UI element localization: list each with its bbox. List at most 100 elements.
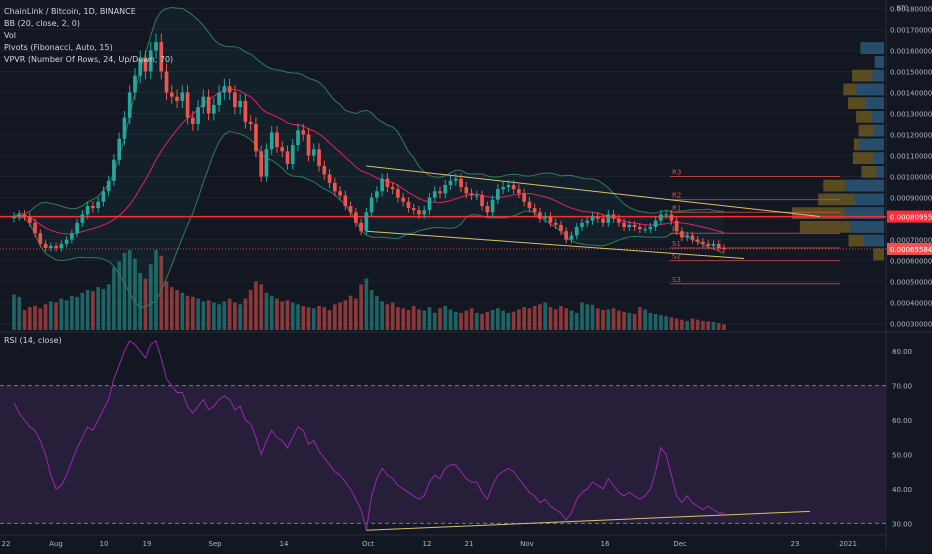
volume-bar <box>64 300 69 330</box>
candle-body <box>112 159 116 181</box>
candle-body <box>180 92 185 101</box>
volume-bar <box>327 310 332 330</box>
price-tick-label: 0.00110000 <box>890 153 932 161</box>
volume-bar <box>611 308 616 330</box>
candle-body <box>417 210 421 215</box>
price-tag-box <box>887 242 932 255</box>
volume-bar <box>106 284 111 330</box>
price-tick-label: 0.00160000 <box>890 47 932 55</box>
candle-body <box>432 191 437 198</box>
candle-body <box>301 130 306 135</box>
volume-bar <box>585 304 590 330</box>
candle-body <box>348 205 353 213</box>
candle-body <box>196 107 200 125</box>
volume-bar <box>396 307 400 330</box>
volume-bar <box>354 298 358 330</box>
time-tick-label: Nov <box>520 540 534 548</box>
volume-bar <box>306 307 311 330</box>
vpvr-row-up <box>860 42 884 54</box>
volume-bar <box>690 318 695 330</box>
candle-body <box>64 239 69 244</box>
volume-bar <box>275 298 279 330</box>
vpvr-row <box>852 152 884 164</box>
price-unit-label: BTC <box>896 5 908 12</box>
volume-bar <box>606 309 611 330</box>
volume-bar <box>511 311 516 330</box>
candle-body <box>364 212 369 232</box>
candle-body <box>317 149 321 167</box>
volume-bar <box>538 304 542 330</box>
legend-rsi[interactable]: RSI (14, close) <box>4 336 62 345</box>
volume-bar <box>548 307 553 330</box>
candle-body <box>159 42 164 72</box>
volume-bar <box>406 310 411 330</box>
candle-body <box>590 216 595 221</box>
candle-body <box>138 58 143 76</box>
candle-body <box>369 197 374 213</box>
candle-body <box>569 235 574 240</box>
time-tick-label: 10 <box>100 540 109 548</box>
volume-bar <box>501 310 505 330</box>
volume-bar <box>674 318 679 330</box>
volume-bars <box>12 250 726 330</box>
volume-bar <box>33 306 37 330</box>
candle-body <box>517 189 521 194</box>
candle-body <box>359 222 363 232</box>
volume-bar <box>180 292 185 330</box>
candle-body <box>285 151 290 164</box>
volume-bar <box>385 304 390 330</box>
candle-body <box>122 117 127 139</box>
candle-body <box>469 193 474 196</box>
volume-bar <box>80 292 85 330</box>
candle-body <box>12 216 16 219</box>
vpvr-row-up <box>874 56 884 68</box>
price-tick-label: 0.00180000 <box>890 5 932 13</box>
volume-bar <box>343 300 348 330</box>
volume-bar <box>401 308 406 330</box>
time-tick-label: Dec <box>673 540 687 548</box>
vpvr-row <box>799 221 884 233</box>
volume-bar <box>254 281 258 330</box>
candle-body <box>601 218 605 223</box>
candle-body <box>632 224 637 228</box>
volume-bar <box>459 312 463 330</box>
legend-vpvr[interactable]: VPVR (Number Of Rows, 24, Up/Down, 70) <box>4 55 174 64</box>
volume-bar <box>490 310 495 330</box>
candle-body <box>501 187 505 190</box>
candle-body <box>711 243 716 246</box>
candle-body <box>396 189 400 198</box>
candle-body <box>532 208 537 213</box>
main-legend: ChainLink / Bitcoin, 1D, BINANCE BB (20,… <box>4 6 173 66</box>
candle-body <box>380 178 384 192</box>
candle-body <box>96 201 100 209</box>
volume-bar <box>553 309 558 330</box>
volume-bar <box>317 306 321 330</box>
candle-body <box>716 243 721 249</box>
rsi-trendline <box>366 510 811 531</box>
candle-body <box>70 233 74 240</box>
candle-body <box>706 243 711 246</box>
volume-bar <box>296 304 300 330</box>
pivot-label: S1 <box>672 240 681 248</box>
candle-body <box>38 233 43 244</box>
legend-pivots[interactable]: Pivots (Fibonacci, Auto, 15) <box>4 43 113 52</box>
candle-body <box>722 248 726 250</box>
vpvr-row-up <box>854 193 884 206</box>
volume-bar <box>380 301 384 330</box>
candle-body <box>354 212 358 223</box>
volume-bar <box>653 314 658 330</box>
legend-vol[interactable]: Vol <box>4 31 16 40</box>
volume-bar <box>627 312 632 330</box>
candle-body <box>127 92 132 118</box>
price-tick-label: 0.00170000 <box>890 26 932 34</box>
candle-body <box>527 201 532 209</box>
candle-body <box>27 216 32 223</box>
volume-bar <box>485 311 490 330</box>
time-tick-label: 14 <box>280 540 289 548</box>
volume-bar <box>469 308 474 330</box>
wedge-lower-trendline <box>366 230 745 260</box>
legend-bb[interactable]: BB (20, close, 2, 0) <box>4 19 80 28</box>
legend-symbol[interactable]: ChainLink / Bitcoin, 1D, BINANCE <box>4 7 136 16</box>
